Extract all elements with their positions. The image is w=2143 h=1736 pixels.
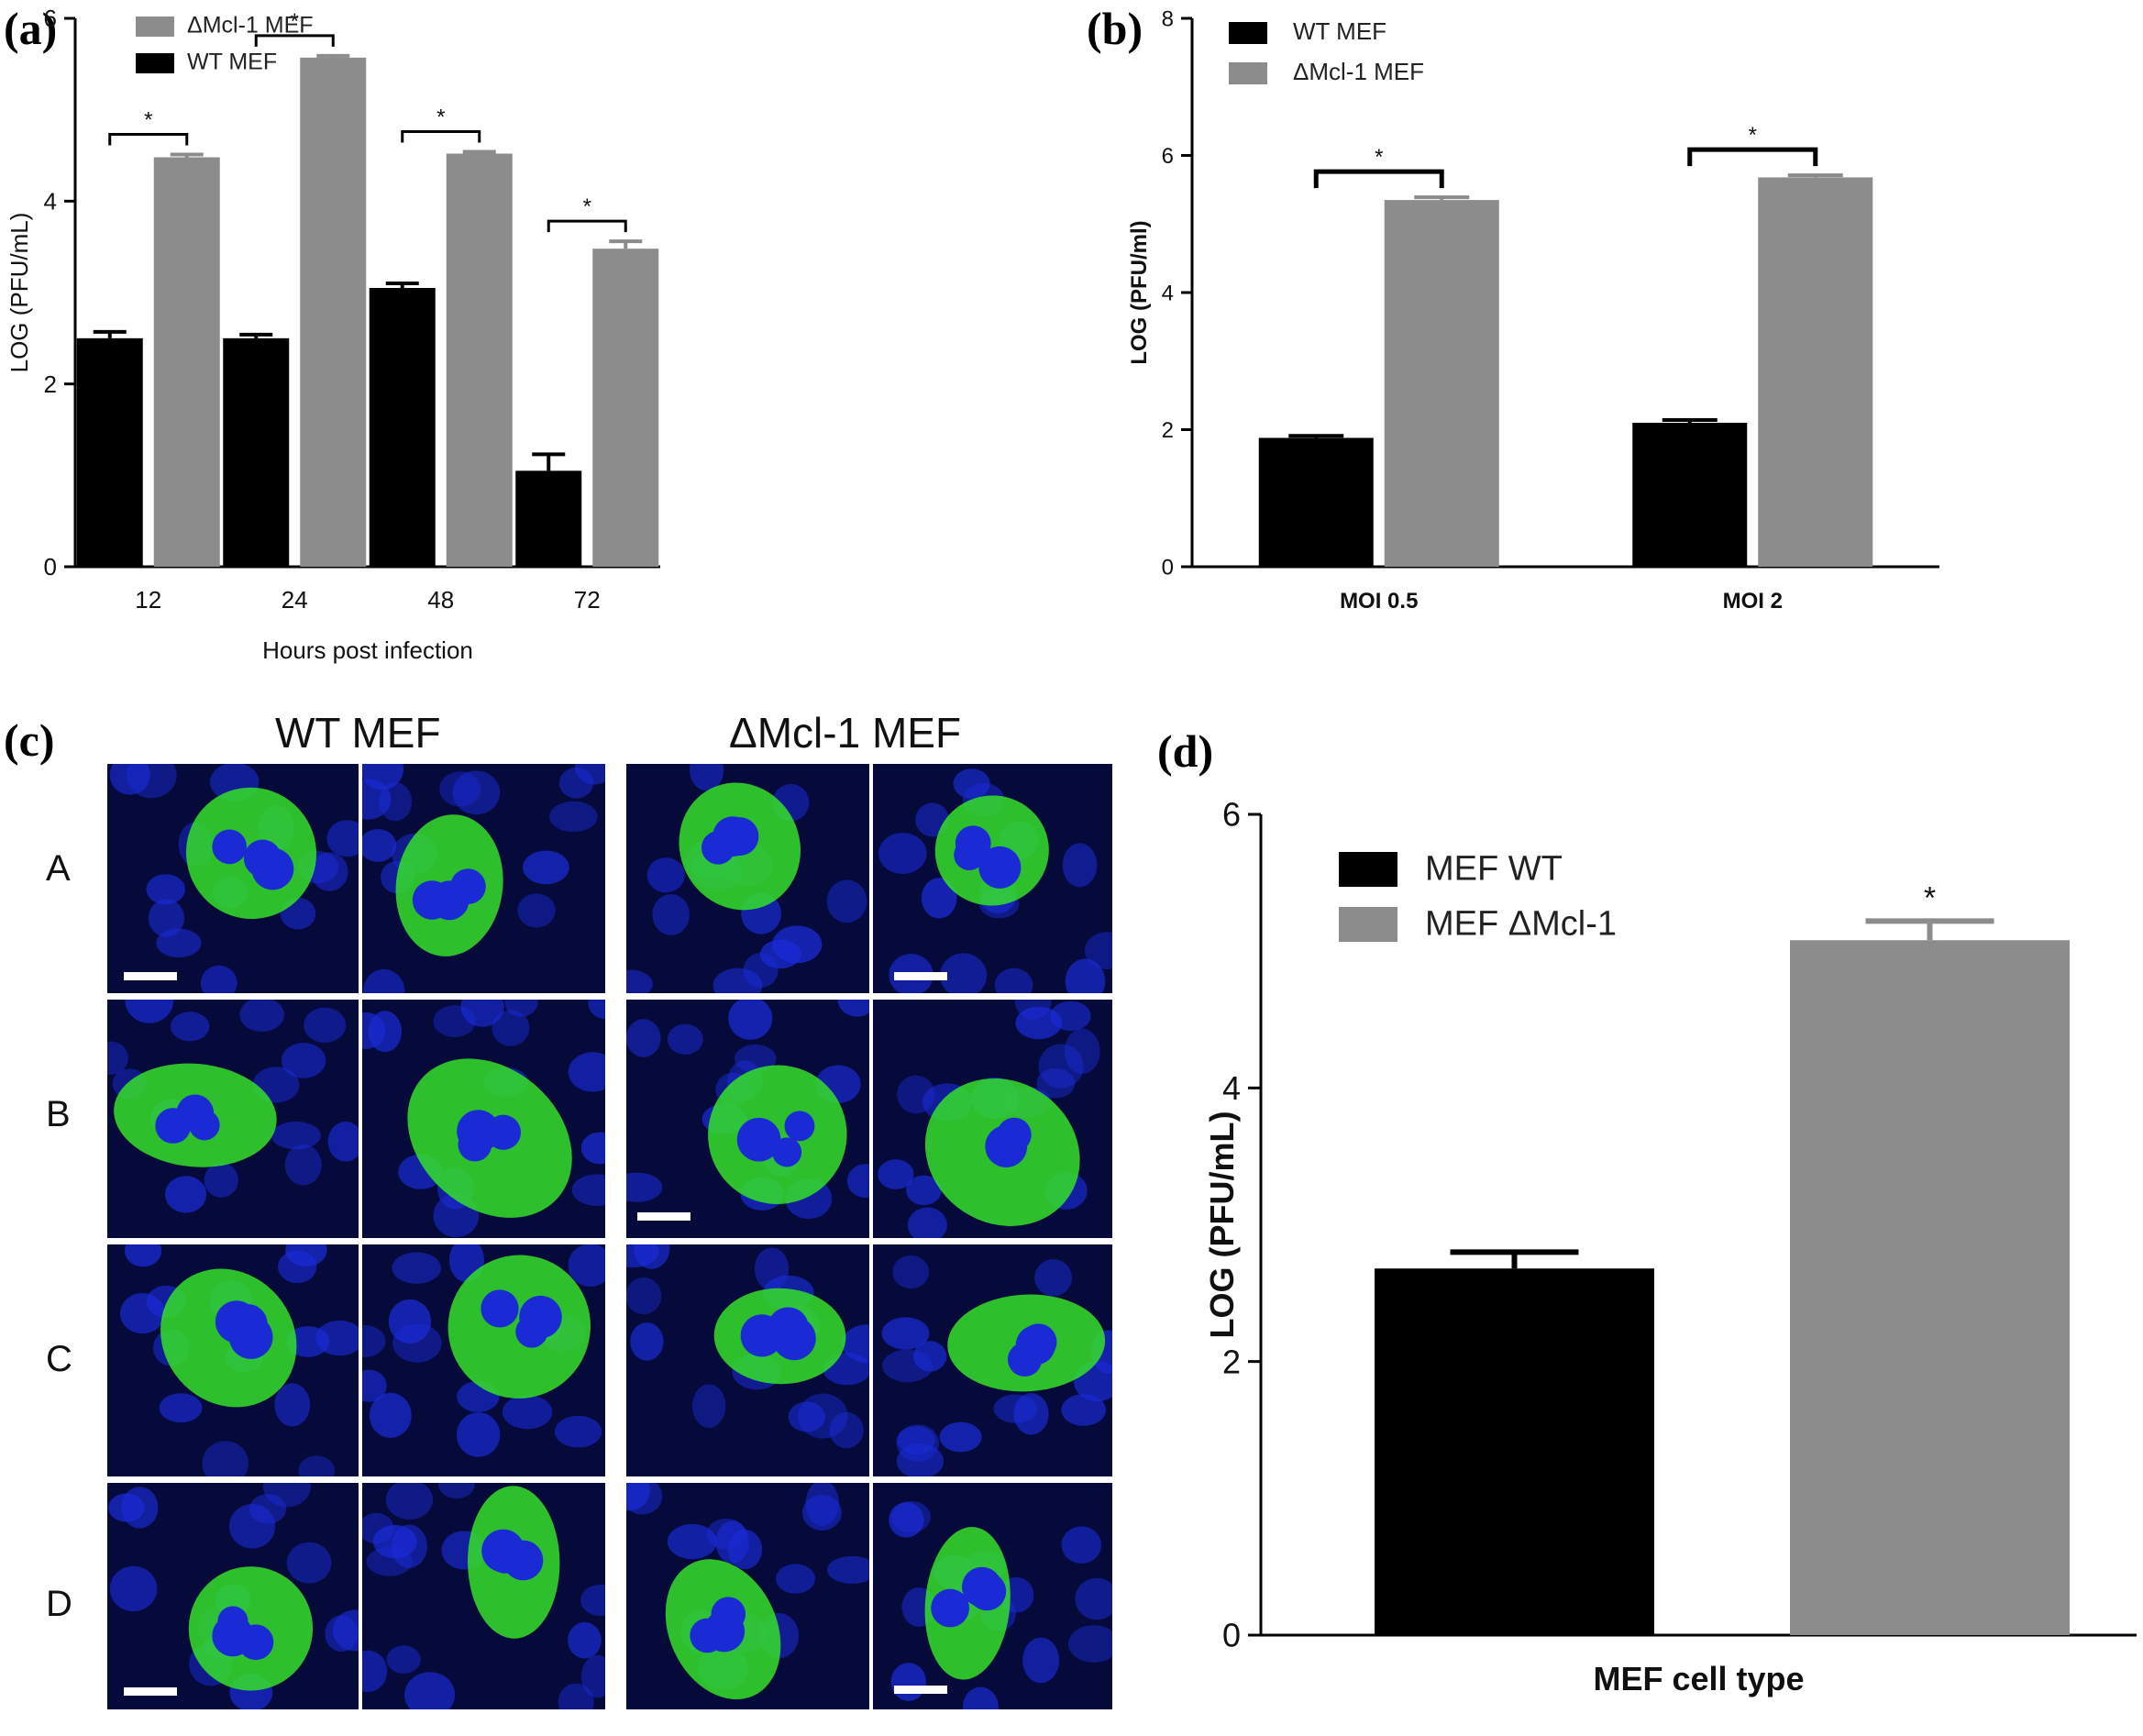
chart-a-significance-bracket <box>547 219 627 233</box>
micrograph-cell <box>626 764 869 993</box>
micrograph-cell <box>626 1000 869 1238</box>
chart-a-x-tick-label: 24 <box>282 586 308 614</box>
chart-a-significance-star: * <box>144 108 152 133</box>
chart-a-x-axis-label: Hours post infection <box>262 636 473 664</box>
chart-a-y-tick-label: 0 <box>44 553 57 581</box>
chart-a-bar-second <box>300 57 367 567</box>
micro-title-mcl1: ΔMcl-1 MEF <box>729 709 962 757</box>
chart-d-legend-swatch <box>1339 852 1397 887</box>
chart-a-significance-bracket <box>108 133 189 146</box>
micrograph-cell <box>873 764 1112 993</box>
chart-b-bar-first <box>1258 437 1374 567</box>
chart-a-bar-second <box>592 249 659 567</box>
row-label-a: A <box>46 848 71 889</box>
panel-label-d: (d) <box>1157 725 1214 777</box>
chart-b-bar-second <box>1384 200 1499 567</box>
micrograph-cell <box>362 1244 605 1476</box>
chart-b-significance-bracket <box>1687 147 1818 167</box>
micrograph-cell <box>873 1483 1112 1709</box>
chart-a-significance-star: * <box>291 9 299 34</box>
panel-label-a: (a) <box>4 3 58 54</box>
chart-a-legend-label: ΔMcl-1 MEF <box>187 13 314 39</box>
chart-a-bar-first <box>515 470 582 567</box>
chart-b-significance-bracket <box>1313 169 1444 189</box>
chart-b-legend-label: WT MEF <box>1293 17 1386 45</box>
chart-a-x-tick-label: 48 <box>427 586 454 614</box>
chart-a-y-tick-label: 4 <box>44 187 57 215</box>
panel-label-b: (b) <box>1087 3 1143 54</box>
chart-b-y-tick-label: 6 <box>1162 144 1174 169</box>
chart-a-y-axis-label: LOG (PFU/mL) <box>6 213 33 373</box>
chart-d-significance-star: * <box>1924 880 1936 915</box>
chart-b-legend-swatch <box>1229 62 1267 84</box>
chart-b-bar-second <box>1758 177 1873 568</box>
chart-d-legend-label: MEF WT <box>1425 849 1563 888</box>
chart-a-bar-first <box>369 288 436 567</box>
chart-b-y-tick-label: 8 <box>1162 6 1174 31</box>
micrograph-cell <box>107 1483 359 1709</box>
chart-d-y-tick-label: 0 <box>1222 1617 1241 1654</box>
chart-a-legend-swatch <box>136 53 174 73</box>
chart-a-significance-star: * <box>583 194 591 219</box>
chart-a-bar-first <box>76 337 143 567</box>
scale-bar <box>894 972 947 980</box>
chart-a-bar-second <box>446 153 513 568</box>
chart-b-significance-star: * <box>1749 123 1757 148</box>
chart-b-x-tick-label: MOI 0.5 <box>1340 589 1418 614</box>
micrograph-cell <box>107 1000 359 1238</box>
chart-d-y-tick-label: 2 <box>1222 1343 1241 1380</box>
row-label-d: D <box>46 1584 72 1624</box>
micrograph-cell <box>107 1244 359 1476</box>
scale-bar <box>894 1686 947 1694</box>
chart-a-significance-bracket <box>401 130 481 143</box>
chart-a-x-tick-label: 12 <box>135 586 161 614</box>
chart-a-bar-second <box>153 157 220 567</box>
chart-b-significance-star: * <box>1375 145 1383 170</box>
chart-b-legend-label: ΔMcl-1 MEF <box>1293 58 1424 85</box>
chart-d-bar-first <box>1375 1268 1654 1635</box>
chart-d-legend-label: MEF ΔMcl-1 <box>1425 904 1617 943</box>
micrograph-cell <box>107 764 359 993</box>
chart-a-significance-bracket <box>254 34 335 47</box>
row-label-c: C <box>46 1339 72 1379</box>
chart-b-y-tick-label: 0 <box>1162 555 1174 580</box>
chart-b-x-tick-label: MOI 2 <box>1723 589 1783 614</box>
chart-a-legend-swatch <box>136 17 174 37</box>
chart-d-x-axis-label: MEF cell type <box>1593 1660 1804 1697</box>
chart-a-y-tick-label: 2 <box>44 370 57 398</box>
micro-title-wt: WT MEF <box>275 709 441 757</box>
micrograph-cell <box>362 1483 605 1709</box>
micrograph-cell <box>362 764 605 993</box>
chart-b-bar-first <box>1632 423 1748 567</box>
micrograph-cell <box>873 1244 1112 1476</box>
row-label-b: B <box>46 1094 71 1134</box>
chart-a-bar-first <box>223 337 290 567</box>
chart-a-x-tick-label: 72 <box>574 586 601 614</box>
micrograph-cell <box>626 1483 869 1709</box>
panel-label-c: (c) <box>4 714 55 766</box>
chart-b-y-tick-label: 2 <box>1162 418 1174 443</box>
micrograph-cell <box>873 1000 1112 1238</box>
chart-b-y-axis-label: LOG (PFU/ml) <box>1127 220 1152 364</box>
chart-d-y-tick-label: 4 <box>1222 1069 1241 1107</box>
chart-b-legend-swatch <box>1229 22 1267 44</box>
micrograph-cell <box>626 1244 869 1476</box>
scale-bar <box>637 1212 690 1221</box>
scale-bar <box>124 1687 177 1696</box>
chart-a-y-tick-label: 6 <box>44 5 57 32</box>
chart-a-significance-star: * <box>436 105 445 130</box>
chart-b-y-tick-label: 4 <box>1162 281 1174 305</box>
chart-a-legend-label: WT MEF <box>187 50 277 75</box>
chart-d-legend-swatch <box>1339 907 1397 942</box>
chart-d-bar-second <box>1790 940 2070 1635</box>
scale-bar <box>124 972 177 980</box>
chart-d-y-tick-label: 6 <box>1222 796 1241 834</box>
chart-d-y-axis-label: LOG (PFU/mL) <box>1203 1111 1241 1339</box>
micrograph-cell <box>362 1000 605 1238</box>
